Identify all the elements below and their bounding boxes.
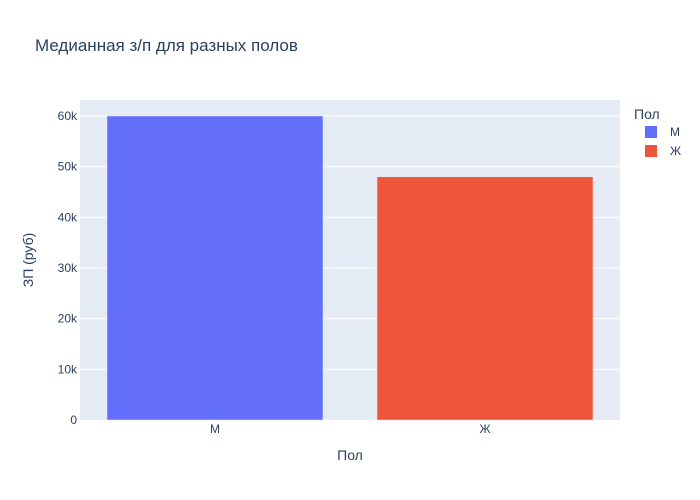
legend-title: Пол — [634, 106, 660, 122]
bars — [106, 115, 594, 421]
x-tick-label: Ж — [479, 422, 490, 436]
legend-swatch[interactable] — [645, 126, 657, 138]
bar-1 — [106, 115, 324, 421]
y-tick-label: 0 — [70, 413, 77, 427]
y-tick-label: 40k — [58, 210, 78, 224]
bar-2 — [376, 176, 594, 421]
legend-label[interactable]: Ж — [670, 144, 681, 158]
y-tick-label: 10k — [58, 362, 78, 376]
y-axis-title: ЗП (руб) — [20, 233, 36, 288]
x-tick-label: М — [210, 422, 220, 436]
legend-swatch[interactable] — [645, 145, 657, 157]
y-axis-ticks: 0 10k 20k 30k 40k 50k 60k — [58, 109, 78, 427]
chart-title: Медианная з/п для разных полов — [35, 36, 298, 55]
y-tick-label: 50k — [58, 160, 78, 174]
legend-label[interactable]: М — [670, 125, 680, 139]
legend: Пол МЖ — [634, 106, 681, 158]
y-tick-label: 20k — [58, 312, 78, 326]
x-axis-title: Пол — [337, 447, 363, 463]
y-tick-label: 60k — [58, 109, 78, 123]
y-tick-label: 30k — [58, 261, 78, 275]
